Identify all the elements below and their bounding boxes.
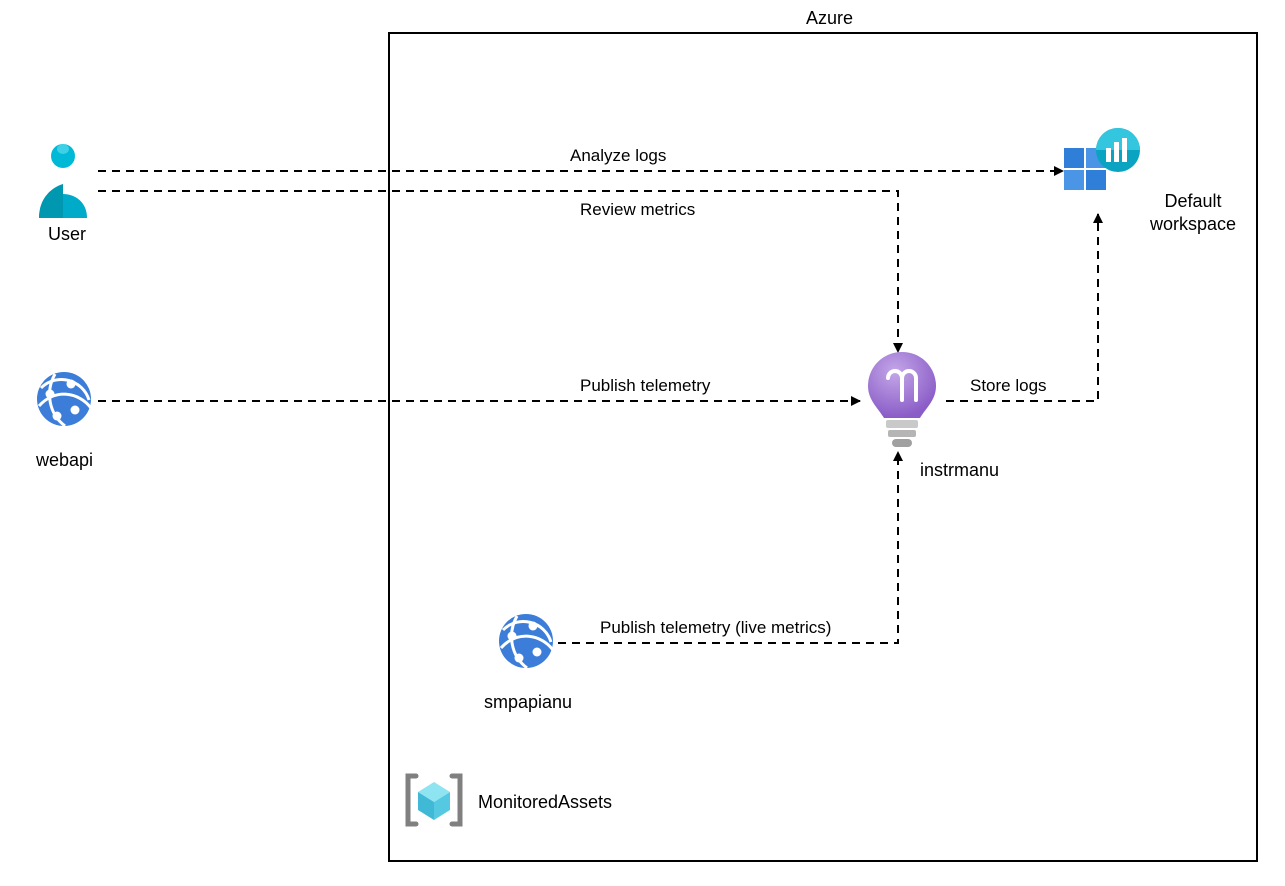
edge-label-publish-telemetry: Publish telemetry <box>580 376 710 396</box>
instrmanu-icon <box>862 350 942 454</box>
user-icon <box>35 140 91 220</box>
smpapianu-label: smpapianu <box>484 692 572 713</box>
diagram-canvas: Azure Analyze logs Review metrics Publis… <box>0 0 1285 886</box>
webapi-icon <box>35 370 93 428</box>
webapi-label: webapi <box>36 450 93 471</box>
workspace-label: Default workspace <box>1150 190 1236 235</box>
workspace-icon <box>1062 128 1146 198</box>
azure-container-title: Azure <box>806 8 853 29</box>
monitoredassets-icon <box>402 772 466 828</box>
user-label: User <box>48 224 86 245</box>
edge-label-review-metrics: Review metrics <box>580 200 695 220</box>
monitoredassets-label: MonitoredAssets <box>478 792 612 813</box>
instrmanu-label: instrmanu <box>920 460 999 481</box>
edge-label-analyze-logs: Analyze logs <box>570 146 666 166</box>
edge-label-publish-telemetry-live: Publish telemetry (live metrics) <box>600 618 831 638</box>
edge-label-store-logs: Store logs <box>970 376 1047 396</box>
smpapianu-icon <box>497 612 555 670</box>
